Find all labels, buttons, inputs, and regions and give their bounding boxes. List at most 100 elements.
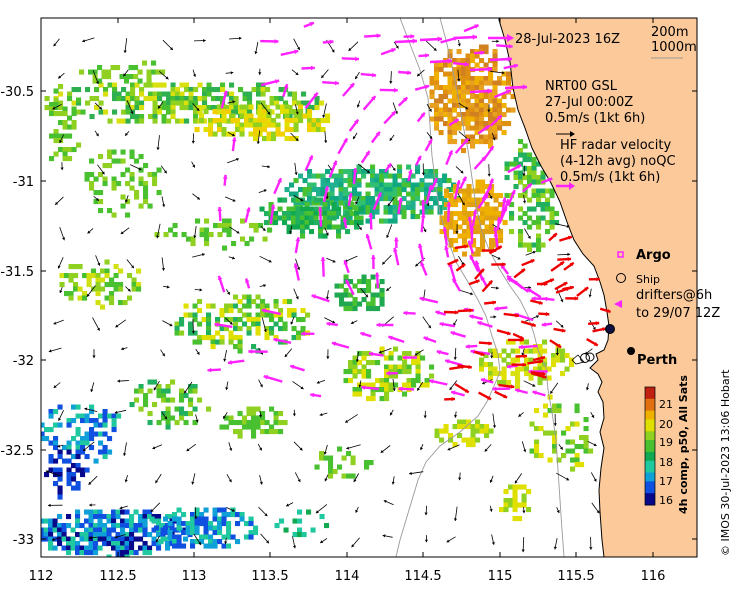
sst-pixel <box>484 184 490 190</box>
sst-pixel <box>233 420 239 426</box>
sst-pixel <box>470 107 476 113</box>
sst-pixel <box>62 133 68 139</box>
sst-pixel <box>84 440 90 446</box>
sst-pixel <box>343 301 349 307</box>
colorbar-tick: 21 <box>659 398 673 411</box>
colorbar-cell <box>645 392 655 397</box>
sst-pixel <box>255 321 261 327</box>
sst-pixel <box>501 112 507 118</box>
sst-pixel <box>278 87 284 93</box>
sst-pixel <box>309 229 315 235</box>
sst-pixel <box>466 233 472 239</box>
sst-pixel <box>574 462 580 468</box>
sst-pixel <box>66 536 72 542</box>
sst-pixel <box>133 550 139 556</box>
model-arrow-head <box>424 512 428 516</box>
sst-pixel <box>527 152 533 158</box>
model-arrow-head <box>53 43 57 47</box>
sst-pixel <box>73 282 79 288</box>
sst-pixel <box>365 205 371 211</box>
sst-pixel <box>239 516 245 522</box>
sst-pixel <box>246 406 252 412</box>
sst-pixel <box>415 360 421 366</box>
sst-pixel <box>475 229 481 235</box>
sst-pixel <box>531 157 537 163</box>
sst-pixel <box>212 131 218 137</box>
sst-pixel <box>86 277 92 283</box>
sst-pixel <box>282 220 288 226</box>
sst-pixel <box>291 224 297 230</box>
sst-pixel <box>556 457 562 463</box>
sst-pixel <box>406 200 412 206</box>
sst-pixel <box>307 196 313 202</box>
sst-pixel <box>116 91 122 97</box>
sst-pixel <box>183 420 189 426</box>
sst-pixel <box>206 312 212 318</box>
model-arrow-head <box>155 480 159 484</box>
sst-pixel <box>115 532 121 538</box>
model-arrow-head <box>591 414 595 418</box>
sst-pixel <box>388 369 394 375</box>
sst-pixel <box>89 158 95 164</box>
sst-pixel <box>75 518 81 524</box>
sst-pixel <box>307 122 313 128</box>
sst-pixel <box>352 369 358 375</box>
sst-pixel <box>383 182 389 188</box>
model-arrow-head <box>484 448 488 452</box>
sst-pixel <box>71 436 77 442</box>
sst-pixel <box>233 429 239 435</box>
sst-pixel <box>492 353 498 359</box>
sst-pixel <box>560 348 566 354</box>
sst-pixel <box>583 448 589 454</box>
sst-pixel <box>242 321 248 327</box>
model-arrow-head <box>165 76 169 80</box>
sst-pixel <box>273 215 279 221</box>
sst-pixel <box>124 541 130 547</box>
sst-pixel <box>170 379 176 385</box>
sst-pixel <box>292 100 298 106</box>
colorbar-cell <box>645 446 655 450</box>
sst-pixel <box>470 58 476 64</box>
model-arrow-head <box>229 321 233 325</box>
sst-pixel <box>331 224 337 230</box>
sst-pixel <box>48 536 54 542</box>
sst-pixel <box>107 449 113 455</box>
hf-label-2: (4-12h avg) noQC <box>560 154 676 169</box>
sst-pixel <box>230 512 236 518</box>
sst-pixel <box>179 105 185 111</box>
sst-pixel <box>456 58 462 64</box>
sst-pixel <box>143 194 149 200</box>
x-tick-label: 114 <box>335 569 360 584</box>
sst-pixel <box>61 527 67 533</box>
sst-pixel <box>184 105 190 111</box>
sst-pixel <box>510 357 516 363</box>
sst-pixel <box>384 364 390 370</box>
sst-pixel <box>461 67 467 73</box>
sst-pixel <box>197 335 203 341</box>
sst-pixel <box>130 96 136 102</box>
sst-pixel <box>247 109 253 115</box>
sst-pixel <box>574 421 580 427</box>
sst-pixel <box>304 211 310 217</box>
sst-pixel <box>328 464 334 470</box>
model-arrow-head <box>453 518 458 521</box>
sst-pixel <box>307 191 313 197</box>
hf-arrow-head <box>489 146 494 151</box>
sst-pixel <box>242 109 248 115</box>
hf-arrow-head <box>301 331 305 337</box>
sst-pixel <box>48 518 54 524</box>
sst-pixel <box>453 211 459 217</box>
sst-pixel <box>424 382 430 388</box>
model-arrow-head <box>420 447 423 451</box>
sst-pixel <box>429 76 435 82</box>
x-tick-label: 112 <box>29 569 54 584</box>
hf-arrow-head <box>508 43 513 49</box>
sst-pixel <box>151 69 157 75</box>
sst-pixel <box>194 507 200 513</box>
sst-pixel <box>434 107 440 113</box>
sst-pixel <box>334 283 340 289</box>
sst-pixel <box>336 206 342 212</box>
sst-pixel <box>89 445 95 451</box>
sst-pixel <box>93 532 99 538</box>
sst-pixel <box>224 415 230 421</box>
